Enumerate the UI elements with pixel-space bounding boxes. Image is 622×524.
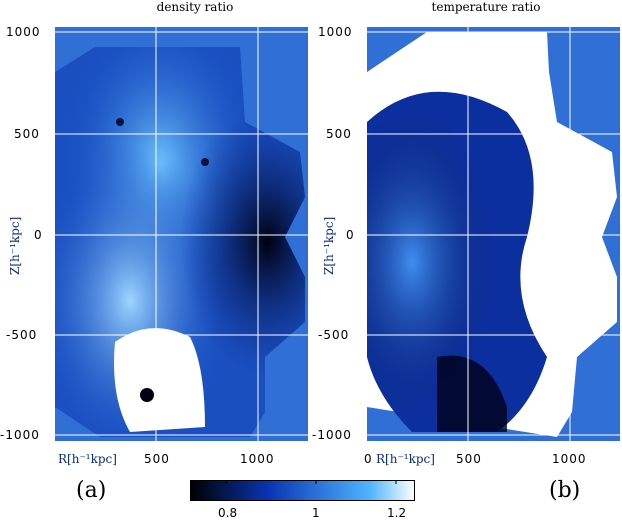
panel-a-white-patch — [114, 328, 205, 432]
panel-b-label: (b) — [549, 478, 581, 503]
panel-b-xlabel: R[h⁻¹kpc] — [376, 452, 435, 466]
panel-b-xtick-0: 0 — [364, 452, 373, 466]
panel-b-xtick-1000: 1000 — [552, 452, 587, 466]
panel-a-ylabel: Z[h⁻¹kpc] — [8, 216, 22, 275]
panel-a-xlabel: R[h⁻¹kpc] — [58, 452, 117, 466]
panel-a-ytick-minus500: -500 — [6, 328, 38, 342]
panel-a-ytick-500: 500 — [14, 127, 40, 141]
colorbar-tick-1: 1 — [312, 506, 320, 520]
panel-a-ytick-minus1000: -1000 — [0, 428, 40, 442]
panel-b-ytick-minus500: -500 — [318, 328, 350, 342]
panel-a-title: density ratio — [156, 0, 234, 14]
panel-b-ytick-0: 0 — [346, 228, 355, 242]
panel-a-xtick-1000: 1000 — [240, 452, 275, 466]
panel-b-ytick-1000: 1000 — [318, 25, 353, 39]
panel-b-ylabel: Z[h⁻¹kpc] — [322, 216, 336, 275]
colorbar — [190, 480, 415, 501]
colorbar-tick-1.2: 1.2 — [387, 506, 407, 520]
panel-a-label: (a) — [76, 478, 107, 503]
panel-a-ytick-0: 0 — [34, 228, 43, 242]
panel-b-xtick-500: 500 — [456, 452, 482, 466]
panel-b-map — [367, 27, 620, 441]
panel-b-title: temperature ratio — [431, 0, 541, 14]
panel-a-xtick-500: 500 — [144, 452, 170, 466]
colorbar-tick-0.8: 0.8 — [218, 506, 238, 520]
panel-a-map — [55, 27, 308, 441]
panel-b-ytick-500: 500 — [326, 127, 352, 141]
panel-a-ytick-1000: 1000 — [6, 25, 41, 39]
panel-b-ytick-minus1000: -1000 — [312, 428, 352, 442]
